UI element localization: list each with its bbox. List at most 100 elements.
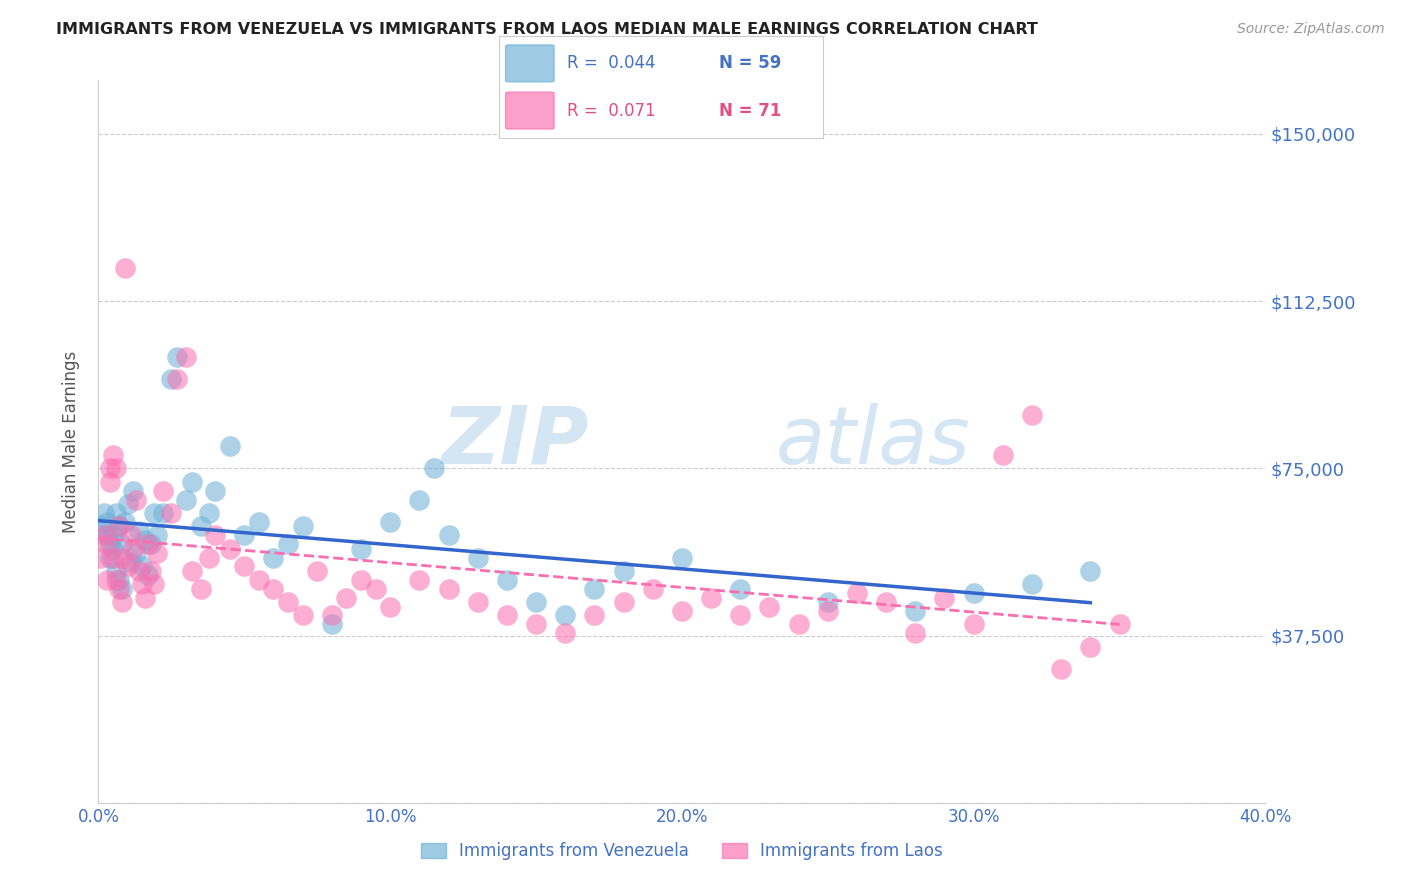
Point — [90, 550, 112, 565]
Point — [180, 475, 202, 489]
Point — [277, 595, 299, 609]
Point — [108, 582, 131, 596]
Point — [174, 492, 197, 507]
Point — [350, 573, 373, 587]
Point — [321, 608, 343, 623]
Text: N = 59: N = 59 — [718, 54, 782, 72]
Point — [991, 448, 1014, 462]
Point — [104, 573, 127, 587]
Point — [180, 564, 202, 578]
Point — [233, 528, 256, 542]
Point — [190, 519, 212, 533]
Point — [120, 528, 142, 542]
Point — [98, 537, 121, 551]
Point — [524, 617, 547, 632]
Point — [96, 573, 118, 587]
Point — [408, 492, 430, 507]
Point — [962, 617, 984, 632]
Point — [350, 541, 373, 556]
Point — [146, 546, 169, 560]
Point — [583, 608, 606, 623]
Point — [277, 537, 299, 551]
FancyBboxPatch shape — [506, 92, 554, 129]
Point — [817, 595, 839, 609]
Point — [111, 595, 134, 609]
Point — [98, 475, 121, 489]
Point — [198, 506, 221, 520]
Text: R =  0.071: R = 0.071 — [567, 102, 655, 120]
Point — [142, 506, 165, 520]
Text: IMMIGRANTS FROM VENEZUELA VS IMMIGRANTS FROM LAOS MEDIAN MALE EARNINGS CORRELATI: IMMIGRANTS FROM VENEZUELA VS IMMIGRANTS … — [56, 22, 1038, 37]
Point — [111, 537, 134, 551]
Point — [139, 564, 162, 578]
Point — [96, 515, 118, 529]
Point — [291, 519, 314, 533]
Text: R =  0.044: R = 0.044 — [567, 54, 655, 72]
Point — [875, 595, 897, 609]
Point — [612, 564, 634, 578]
Point — [408, 573, 430, 587]
Point — [131, 577, 153, 591]
Text: atlas: atlas — [775, 402, 970, 481]
Point — [335, 591, 357, 605]
Point — [671, 604, 693, 618]
Point — [904, 626, 927, 640]
Point — [380, 515, 402, 529]
Point — [117, 497, 139, 511]
Point — [136, 537, 159, 551]
Point — [108, 519, 131, 533]
Point — [204, 483, 226, 498]
Point — [554, 626, 576, 640]
Point — [524, 595, 547, 609]
Point — [160, 506, 183, 520]
Point — [198, 550, 221, 565]
Point — [496, 573, 519, 587]
Point — [364, 582, 387, 596]
Point — [247, 515, 270, 529]
Text: N = 71: N = 71 — [718, 102, 782, 120]
Point — [583, 582, 606, 596]
Point — [122, 483, 145, 498]
Point — [111, 550, 134, 565]
Point — [128, 524, 150, 538]
Point — [700, 591, 723, 605]
Point — [423, 461, 446, 475]
Point — [467, 595, 489, 609]
Point — [758, 599, 780, 614]
Point — [136, 568, 159, 582]
Text: Source: ZipAtlas.com: Source: ZipAtlas.com — [1237, 22, 1385, 37]
Point — [108, 573, 131, 587]
Point — [1108, 617, 1130, 632]
Point — [111, 582, 134, 596]
Point — [134, 591, 156, 605]
Point — [262, 550, 284, 565]
Point — [1080, 564, 1102, 578]
Point — [291, 608, 314, 623]
Point — [817, 604, 839, 618]
Point — [114, 260, 136, 275]
Point — [1021, 577, 1043, 591]
Point — [554, 608, 576, 623]
Point — [612, 595, 634, 609]
Point — [152, 506, 174, 520]
Point — [671, 550, 693, 565]
Text: ZIP: ZIP — [441, 402, 589, 481]
Point — [125, 546, 148, 560]
Point — [1021, 408, 1043, 422]
Point — [174, 350, 197, 364]
Point — [321, 617, 343, 632]
Point — [93, 506, 115, 520]
Point — [166, 372, 188, 386]
Point — [307, 564, 329, 578]
Point — [1050, 662, 1073, 676]
Point — [128, 564, 150, 578]
Point — [190, 582, 212, 596]
Point — [1080, 640, 1102, 654]
Point — [139, 537, 162, 551]
Point — [730, 608, 752, 623]
Point — [437, 528, 460, 542]
Point — [120, 555, 142, 569]
Point — [247, 573, 270, 587]
Point — [98, 461, 121, 475]
Legend: Immigrants from Venezuela, Immigrants from Laos: Immigrants from Venezuela, Immigrants fr… — [413, 836, 950, 867]
